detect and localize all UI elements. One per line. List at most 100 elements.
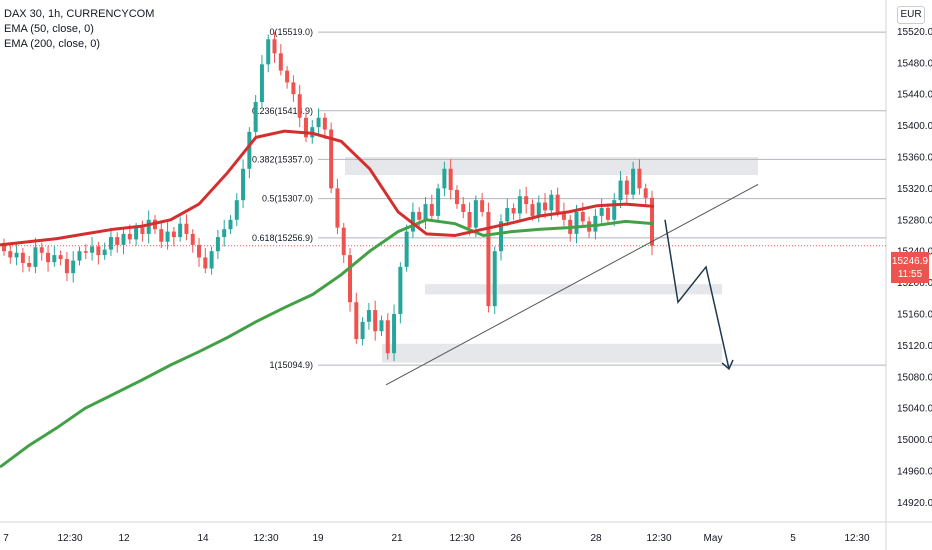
candle-body <box>341 227 346 256</box>
ema50-line <box>0 129 655 247</box>
candle-body <box>499 221 504 252</box>
support-zone-2 <box>382 343 722 363</box>
time-tick-label: 12:30 <box>646 533 671 544</box>
candles-group <box>2 32 654 362</box>
candle-body <box>285 70 290 83</box>
candle-body <box>618 180 623 201</box>
candle-body <box>354 302 359 340</box>
time-tick-label: 14 <box>197 533 209 544</box>
candle-body <box>171 231 176 238</box>
candle-body <box>631 168 636 195</box>
candle-body <box>234 200 239 220</box>
projection-path <box>664 219 730 370</box>
candle-body <box>524 196 529 205</box>
candle-body <box>303 117 308 138</box>
candle-body <box>511 208 516 214</box>
candle-body <box>574 211 579 234</box>
support-zone-1 <box>425 284 722 295</box>
candle-body <box>543 202 548 211</box>
price-tick-label: 14960.0 <box>897 466 932 477</box>
candle-body <box>46 252 51 263</box>
candle-body <box>146 219 151 234</box>
candle-body <box>360 321 365 340</box>
candle-body <box>297 94 302 118</box>
price-tick-label: 15280.0 <box>897 215 932 226</box>
candle-body <box>27 262 32 267</box>
candle-body <box>272 39 277 54</box>
candle-body <box>71 260 76 274</box>
candle-body <box>454 189 459 205</box>
time-tick-label: May <box>704 533 723 544</box>
candle-body <box>184 223 189 234</box>
candle-body <box>423 204 428 220</box>
bar-countdown: 11:55 <box>897 269 923 280</box>
candle-body <box>14 252 19 258</box>
price-tick-label: 15120.0 <box>897 341 932 352</box>
candle-body <box>486 211 491 307</box>
candle-body <box>127 233 132 240</box>
price-tick-label: 15400.0 <box>897 121 932 132</box>
candle-body <box>178 223 183 238</box>
ema50-legend[interactable]: EMA (50, close, 0) <box>4 23 94 35</box>
price-tick-label: 14920.0 <box>897 498 932 509</box>
chart-legend: DAX 30, 1h, CURRENCYCOM EMA (50, close, … <box>4 7 154 52</box>
candle-body <box>379 320 384 332</box>
price-tick-label: 15160.0 <box>897 309 932 320</box>
price-tick-label: 15080.0 <box>897 372 932 383</box>
candle-body <box>599 208 604 216</box>
fib-level-label: 0.382(15357.0) <box>252 154 313 164</box>
candle-body <box>228 219 233 230</box>
candle-body <box>549 194 554 211</box>
time-tick-label: 21 <box>391 533 403 544</box>
fib-level-label: 0.5(15307.0) <box>262 194 313 204</box>
candle-body <box>492 251 497 307</box>
candle-body <box>335 188 340 228</box>
candle-body <box>165 231 170 242</box>
candle-body <box>134 227 139 240</box>
candle-body <box>2 243 6 252</box>
candle-body <box>417 211 422 220</box>
time-tick-label: 12 <box>118 533 130 544</box>
candle-body <box>140 227 145 234</box>
candle-body <box>637 168 642 189</box>
symbol-title[interactable]: DAX 30, 1h, CURRENCYCOM <box>4 8 155 20</box>
candle-body <box>473 200 478 228</box>
candle-body <box>278 53 283 71</box>
currency-button[interactable]: EUR <box>897 6 925 24</box>
candle-body <box>366 310 371 322</box>
candle-body <box>322 117 327 130</box>
ema200-legend[interactable]: EMA (200, close, 0) <box>4 38 100 50</box>
candle-body <box>96 246 101 256</box>
candle-body <box>64 259 69 274</box>
price-tick-label: 15040.0 <box>897 404 932 415</box>
price-tick-label: 15480.0 <box>897 58 932 69</box>
candle-body <box>555 194 560 212</box>
candle-body <box>20 252 25 263</box>
candle-body <box>58 255 63 260</box>
time-tick-label: 26 <box>510 533 522 544</box>
fib-level-label: 1(15094.9) <box>269 360 313 370</box>
candle-body <box>505 208 510 222</box>
last-price-badge: 15246.9 11:55 <box>891 252 929 283</box>
time-tick-label: 5 <box>790 533 796 544</box>
candle-body <box>385 320 390 354</box>
time-tick-label: 12:30 <box>844 533 869 544</box>
trend-line <box>385 183 759 386</box>
candle-body <box>259 64 264 103</box>
candle-body <box>115 237 120 245</box>
candle-body <box>404 231 409 267</box>
candle-body <box>266 39 271 65</box>
candle-body <box>480 200 485 212</box>
time-tick-label: 12:30 <box>57 533 82 544</box>
candle-body <box>461 204 466 212</box>
candle-body <box>8 251 13 258</box>
candle-body <box>253 102 258 132</box>
time-tick-label: 28 <box>590 533 602 544</box>
candle-body <box>580 211 585 222</box>
candle-body <box>83 251 88 253</box>
candle-body <box>436 188 441 216</box>
price-tick-label: 15360.0 <box>897 152 932 163</box>
candle-body <box>39 247 44 253</box>
candle-body <box>291 82 296 95</box>
